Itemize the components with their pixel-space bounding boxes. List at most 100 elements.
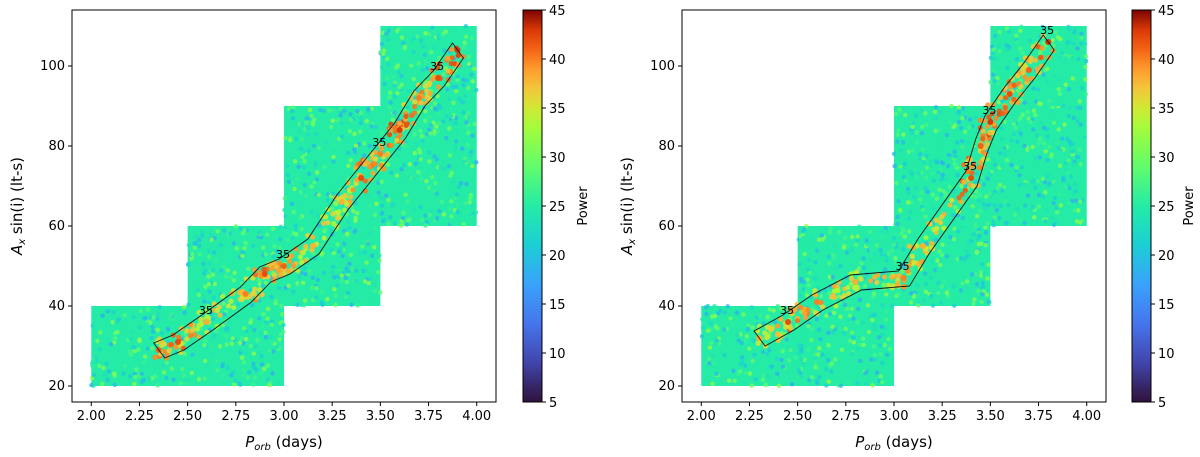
left-noise-point (271, 253, 276, 259)
left-noise-point (316, 145, 322, 151)
right-noise-point (1034, 133, 1040, 138)
right-noise-point (901, 228, 906, 233)
left-noise-point (431, 120, 436, 126)
right-noise-point (1058, 203, 1064, 208)
right-noise-point (1079, 85, 1085, 90)
right-noise-point (761, 320, 766, 326)
left-noise-point (296, 199, 301, 204)
right-noise-point (747, 346, 752, 351)
right-noise-point (798, 370, 803, 375)
left-noise-point (332, 287, 337, 292)
right-noise-point (992, 69, 997, 74)
left-noise-point (355, 109, 360, 114)
left-noise-point (347, 225, 352, 230)
left-noise-point (423, 166, 428, 171)
left-ridge-point (272, 272, 278, 278)
left-noise-point (128, 336, 134, 342)
left-noise-point (332, 275, 337, 280)
left-ridge-point (289, 253, 295, 259)
right-noise-point (970, 272, 975, 277)
left-ridge-point (254, 294, 260, 300)
right-noise-point (817, 375, 822, 380)
left-noise-point (239, 355, 245, 360)
right-noise-point (1077, 99, 1082, 104)
left-noise-point (397, 85, 402, 90)
right-noise-point (971, 232, 977, 237)
right-noise-point (910, 266, 915, 272)
left-noise-point (419, 120, 424, 125)
right-noise-point (1030, 205, 1036, 210)
right-noise-point (958, 155, 963, 160)
left-noise-point (381, 217, 387, 223)
right-ridge-point (874, 279, 880, 286)
right-noise-point (1078, 105, 1083, 110)
right-noise-point (798, 347, 804, 352)
right-noise-point (1066, 25, 1071, 31)
left-noise-point (246, 266, 251, 272)
left-noise-point (349, 302, 354, 307)
right-noise-point (780, 348, 785, 354)
right-ridge-point (835, 288, 841, 294)
right-noise-point (855, 238, 860, 243)
left-noise-point (474, 160, 479, 165)
right-noise-point (914, 174, 920, 179)
right-ridge-point (949, 197, 955, 203)
left-ridge-point (403, 113, 409, 119)
right-x-tick-label: 3.00 (880, 409, 909, 424)
right-noise-point (1073, 188, 1079, 194)
left-ridge-point (287, 258, 293, 264)
left-noise-point (372, 288, 378, 293)
right-noise-point (951, 284, 956, 289)
left-ridge-point (345, 180, 351, 186)
right-noise-point (920, 124, 925, 129)
right-noise-point (830, 324, 835, 329)
left-noise-point (447, 206, 452, 212)
right-noise-point (779, 306, 784, 312)
left-noise-point (334, 180, 340, 185)
right-noise-point (1041, 72, 1046, 78)
left-noise-point (367, 300, 373, 306)
right-noise-point (851, 316, 856, 321)
right-noise-point (1063, 167, 1069, 172)
left-noise-point (458, 213, 463, 218)
right-noise-point (1005, 65, 1010, 71)
right-noise-point (1078, 199, 1083, 204)
right-ridge-point (778, 316, 784, 322)
left-noise-point (467, 159, 472, 164)
left-noise-point (363, 279, 368, 284)
right-noise-point (796, 367, 801, 372)
left-y-tick-label: 20 (48, 379, 65, 394)
left-noise-point (256, 350, 262, 355)
right-noise-point (816, 327, 822, 332)
left-noise-point (277, 381, 282, 386)
left-noise-point (210, 267, 215, 273)
left-x-tick-label: 3.25 (318, 409, 347, 424)
left-noise-point (291, 105, 296, 110)
left-noise-point (277, 285, 282, 291)
right-noise-point (997, 182, 1003, 188)
left-noise-point (462, 156, 468, 161)
left-ridge-point (300, 250, 306, 256)
left-noise-point (277, 337, 282, 342)
left-noise-point (294, 136, 299, 142)
left-noise-point (366, 280, 371, 286)
left-noise-point (469, 72, 474, 77)
left-noise-point (424, 178, 429, 184)
right-noise-point (714, 338, 720, 343)
left-noise-point (319, 300, 325, 306)
right-ridge-point (774, 331, 780, 337)
left-noise-point (455, 202, 460, 208)
left-noise-point (451, 100, 456, 106)
right-ridge-peak (919, 243, 926, 249)
left-noise-point (353, 215, 358, 221)
right-noise-point (1063, 82, 1068, 87)
left-noise-point (169, 312, 174, 318)
left-colorbar-tick-label: 10 (549, 347, 566, 362)
left-noise-point (146, 312, 151, 317)
left-noise-point (231, 315, 236, 321)
left-ridge-point (194, 326, 200, 332)
right-ridge-point (985, 123, 991, 129)
right-noise-point (1054, 219, 1060, 224)
right-noise-point (951, 124, 957, 129)
right-noise-point (744, 333, 749, 339)
